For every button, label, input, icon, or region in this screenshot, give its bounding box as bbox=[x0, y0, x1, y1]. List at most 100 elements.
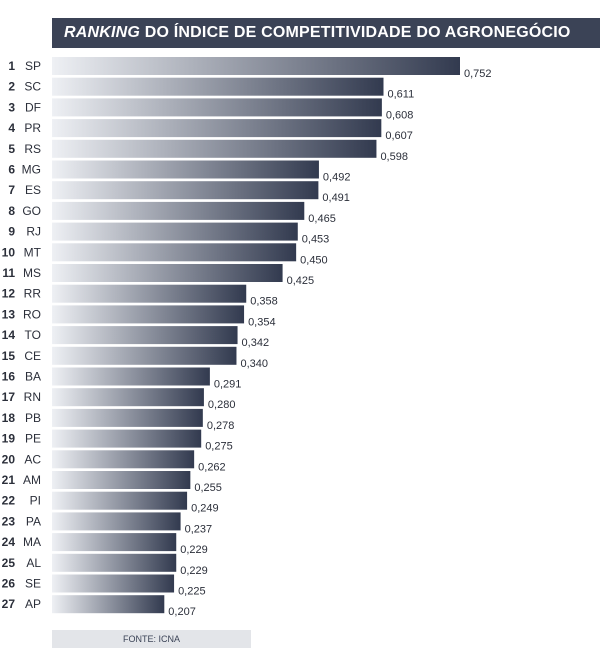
value-label: 0,255 bbox=[194, 482, 222, 494]
value-label: 0,358 bbox=[250, 296, 278, 308]
value-label: 0,607 bbox=[385, 130, 413, 142]
value-label: 0,229 bbox=[180, 544, 208, 556]
state-label: MA bbox=[23, 535, 41, 549]
value-label: 0,249 bbox=[191, 503, 219, 515]
bar-sp bbox=[52, 57, 460, 75]
state-label: AM bbox=[23, 473, 41, 487]
bar-al bbox=[52, 553, 177, 572]
value-label: 0,262 bbox=[198, 461, 226, 473]
value-label: 0,354 bbox=[248, 316, 276, 328]
rank-number: 2 bbox=[8, 80, 15, 94]
chart-title-text: DO ÍNDICE DE COMPETITIVIDADE DO AGRONEGÓ… bbox=[140, 24, 571, 41]
rank-number: 26 bbox=[2, 577, 16, 591]
value-label: 0,450 bbox=[300, 254, 328, 266]
rank-number: 4 bbox=[8, 121, 15, 135]
rank-number: 16 bbox=[2, 370, 16, 384]
value-label: 0,280 bbox=[208, 399, 236, 411]
bar-pr bbox=[52, 119, 382, 138]
rank-number: 22 bbox=[2, 494, 16, 508]
state-label: BA bbox=[25, 370, 41, 384]
rank-number: 10 bbox=[2, 245, 16, 259]
value-label: 0,340 bbox=[240, 358, 268, 370]
bar-sc bbox=[52, 77, 384, 96]
rank-number: 1 bbox=[8, 59, 15, 73]
rank-number: 9 bbox=[8, 225, 15, 239]
rank-number: 13 bbox=[2, 307, 16, 321]
bar-mt bbox=[52, 243, 297, 262]
rank-number: 5 bbox=[8, 142, 15, 156]
rank-number: 24 bbox=[2, 535, 16, 549]
bar-pe bbox=[52, 429, 202, 448]
bar-ro bbox=[52, 305, 245, 324]
rank-number: 23 bbox=[2, 514, 16, 528]
bar-ms bbox=[52, 264, 283, 282]
value-label: 0,611 bbox=[388, 89, 415, 101]
value-label: 0,291 bbox=[214, 379, 242, 391]
rank-number: 6 bbox=[8, 163, 15, 177]
state-label: PB bbox=[25, 411, 41, 425]
state-label: ES bbox=[25, 183, 41, 197]
bar-pi bbox=[52, 491, 188, 510]
state-label: RR bbox=[24, 287, 42, 301]
state-label: RS bbox=[24, 142, 41, 156]
source-note: FONTE: ICNA bbox=[52, 630, 251, 648]
bar-df bbox=[52, 98, 382, 117]
state-label: MG bbox=[22, 163, 41, 177]
state-label: RO bbox=[23, 307, 41, 321]
bar-pa bbox=[52, 512, 181, 531]
state-label: MT bbox=[24, 245, 42, 259]
value-label: 0,453 bbox=[302, 234, 330, 246]
value-label: 0,608 bbox=[386, 109, 414, 121]
state-label: AP bbox=[25, 597, 41, 611]
rank-number: 7 bbox=[8, 183, 15, 197]
state-label: PR bbox=[24, 121, 41, 135]
bar-ac bbox=[52, 450, 195, 469]
rank-number: 15 bbox=[2, 349, 16, 363]
bar-ba bbox=[52, 367, 210, 386]
rank-number: 14 bbox=[2, 328, 16, 342]
value-label: 0,278 bbox=[207, 420, 235, 432]
rank-number: 19 bbox=[2, 432, 16, 446]
state-label: PA bbox=[26, 514, 41, 528]
rank-number: 20 bbox=[2, 452, 16, 466]
bar-rj bbox=[52, 222, 298, 241]
rank-number: 17 bbox=[2, 390, 16, 404]
value-label: 0,752 bbox=[464, 68, 492, 80]
bar-am bbox=[52, 471, 191, 489]
value-label: 0,342 bbox=[242, 337, 270, 349]
rank-number: 25 bbox=[2, 556, 16, 570]
bar-ma bbox=[52, 533, 177, 552]
state-label: RJ bbox=[26, 225, 41, 239]
bar-rr bbox=[52, 284, 247, 303]
state-label: DF bbox=[25, 100, 41, 114]
state-label: PI bbox=[30, 494, 41, 508]
bar-pb bbox=[52, 408, 203, 427]
rank-number: 11 bbox=[2, 266, 15, 280]
state-label: SP bbox=[25, 59, 41, 73]
bar-ce bbox=[52, 346, 237, 365]
state-label: SC bbox=[24, 80, 41, 94]
state-label: CE bbox=[24, 349, 41, 363]
rank-number: 3 bbox=[8, 100, 15, 114]
bar-go bbox=[52, 201, 305, 220]
value-label: 0,275 bbox=[205, 441, 233, 453]
bar-mg bbox=[52, 160, 319, 179]
state-label: RN bbox=[24, 390, 41, 404]
value-label: 0,229 bbox=[180, 565, 208, 577]
bar-to bbox=[52, 326, 238, 345]
chart-title-emphasis: RANKING bbox=[64, 24, 141, 41]
state-label: TO bbox=[25, 328, 41, 342]
state-label: PE bbox=[25, 432, 41, 446]
chart-title: RANKING DO ÍNDICE DE COMPETITIVIDADE DO … bbox=[52, 18, 600, 48]
bars-layer: 1 SP 0,752 2 SC 0,611 3 DF 0,608 4 PR 0,607 5 RS 0,598… bbox=[2, 57, 492, 618]
bar-rn bbox=[52, 388, 204, 407]
rank-number: 8 bbox=[8, 204, 15, 218]
bar-ap bbox=[52, 595, 165, 614]
rank-number: 18 bbox=[2, 411, 16, 425]
state-label: SE bbox=[25, 577, 41, 591]
value-label: 0,425 bbox=[287, 275, 315, 287]
rank-number: 21 bbox=[2, 473, 16, 487]
value-label: 0,465 bbox=[308, 213, 336, 225]
value-label: 0,598 bbox=[380, 151, 408, 163]
